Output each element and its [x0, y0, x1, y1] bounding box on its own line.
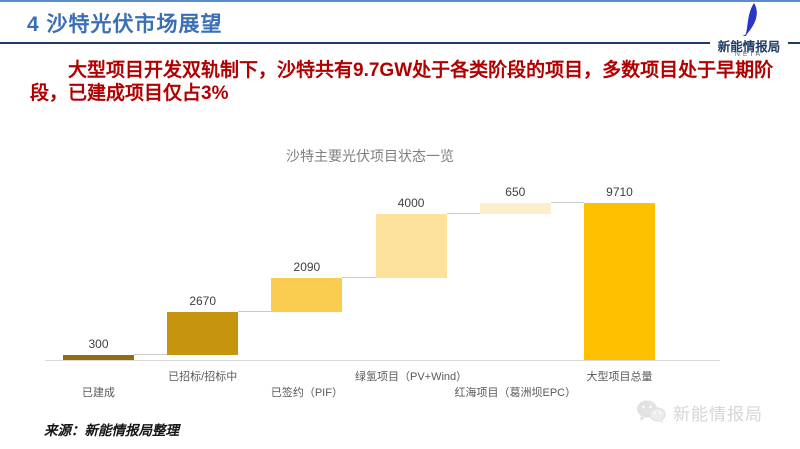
waterfall-bar — [167, 312, 239, 356]
waterfall-bar — [63, 355, 134, 360]
category-label: 已建成 — [82, 387, 115, 399]
waterfall-connector-line — [550, 202, 584, 203]
waterfall-bar — [584, 203, 655, 360]
category-label: 已招标/招标中 — [168, 371, 238, 383]
category-label: 红海项目（葛洲坝EPC） — [454, 387, 577, 399]
category-label: 绿氢项目（PV+Wind） — [355, 371, 468, 383]
watermark-text: 新能情报局 — [673, 404, 763, 424]
waterfall-connector-line — [238, 310, 272, 312]
waterfall-connector-line — [134, 354, 168, 356]
waterfall-bar — [271, 278, 343, 312]
header-divider-right — [786, 42, 800, 44]
category-label: 大型项目总量 — [586, 371, 653, 383]
wechat-icon — [637, 400, 666, 424]
feather-icon — [741, 3, 757, 38]
top-accent-line — [0, 0, 800, 2]
page-title: 4 沙特光伏市场展望 — [27, 13, 223, 36]
header-divider-left — [0, 42, 714, 44]
category-labels: 已建成 已招标/招标中已签约（PIF） 绿氢项目（PV+Wind） 红海项目（葛洲坝E… — [45, 364, 720, 400]
watermark: 新能情报局 — [636, 399, 763, 425]
x-axis-line — [45, 360, 720, 361]
source-note: 来源：新能情报局整理 — [44, 423, 179, 438]
bar-value-label: 2090 — [293, 260, 321, 275]
waterfall-connector-line — [342, 277, 376, 279]
bar-value-label: 4000 — [397, 195, 425, 210]
waterfall-bar — [375, 213, 447, 279]
bar-value-label: 300 — [88, 337, 109, 352]
waterfall-bar — [479, 203, 551, 214]
bar-value-label: 9710 — [606, 185, 633, 199]
chart-title: 沙特主要光伏项目状态一览 — [286, 148, 454, 164]
bar-value-label: 2670 — [189, 293, 217, 308]
brand-name: 新能情报局 — [710, 36, 788, 55]
bar-value-label: 650 — [505, 185, 526, 199]
summary-text: 大型项目开发双轨制下，沙特共有9.7GW处于各类阶段的项目，多数项目处于早期阶段… — [30, 60, 774, 104]
category-label: 已签约（PIF） — [270, 387, 343, 399]
waterfall-plot: 300 2670 2090 4000 650 9710 — [45, 185, 720, 361]
brand-abbr: NEIA — [734, 51, 764, 58]
waterfall-connector-line — [446, 212, 480, 214]
